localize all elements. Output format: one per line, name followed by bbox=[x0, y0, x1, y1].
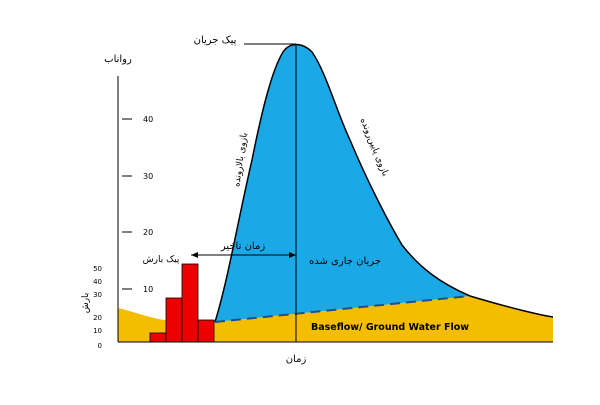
rain-tick-label: 20 bbox=[93, 314, 102, 322]
runoff-tick-label: 20 bbox=[143, 228, 153, 237]
rain-bar bbox=[149, 332, 167, 343]
rain-tick-label: 0 bbox=[98, 342, 102, 350]
rainfall-ticks: 50 40 30 20 10 0 bbox=[93, 265, 102, 350]
hydrograph-curve bbox=[214, 43, 554, 323]
peak-flow-label: پیک جریان bbox=[194, 35, 237, 46]
rain-tick-label: 10 bbox=[93, 327, 102, 335]
runoff-axis-label: رواناب bbox=[104, 54, 132, 65]
rain-tick-label: 30 bbox=[93, 291, 102, 299]
runoff-ticks: 40 30 20 10 bbox=[122, 115, 153, 294]
rainfall-axis-label: بارش bbox=[81, 293, 91, 314]
rain-tick-label: 50 bbox=[93, 265, 102, 273]
runoff-tick-label: 10 bbox=[143, 285, 153, 294]
rain-tick-label: 40 bbox=[93, 278, 102, 286]
time-axis-label: زمان bbox=[286, 354, 307, 365]
runoff-tick-label: 40 bbox=[143, 115, 153, 124]
lag-time-label: زمان تاخیر bbox=[220, 241, 265, 252]
baseflow-area bbox=[118, 296, 553, 342]
baseflow-label: Baseflow/ Ground Water Flow bbox=[311, 322, 469, 333]
rain-bar bbox=[165, 297, 183, 343]
lag-arrow-head-left bbox=[191, 252, 198, 258]
peak-rainfall-label: پیک بارش bbox=[143, 255, 180, 265]
direct-runoff-label: جریان جاری شده bbox=[309, 256, 381, 267]
baseflow-separation-line bbox=[214, 295, 471, 323]
rain-bar bbox=[181, 263, 199, 343]
runoff-tick-label: 30 bbox=[143, 172, 153, 181]
direct-runoff-area bbox=[215, 44, 470, 322]
lag-arrow-head-right bbox=[289, 252, 296, 258]
rain-bar bbox=[197, 319, 215, 343]
